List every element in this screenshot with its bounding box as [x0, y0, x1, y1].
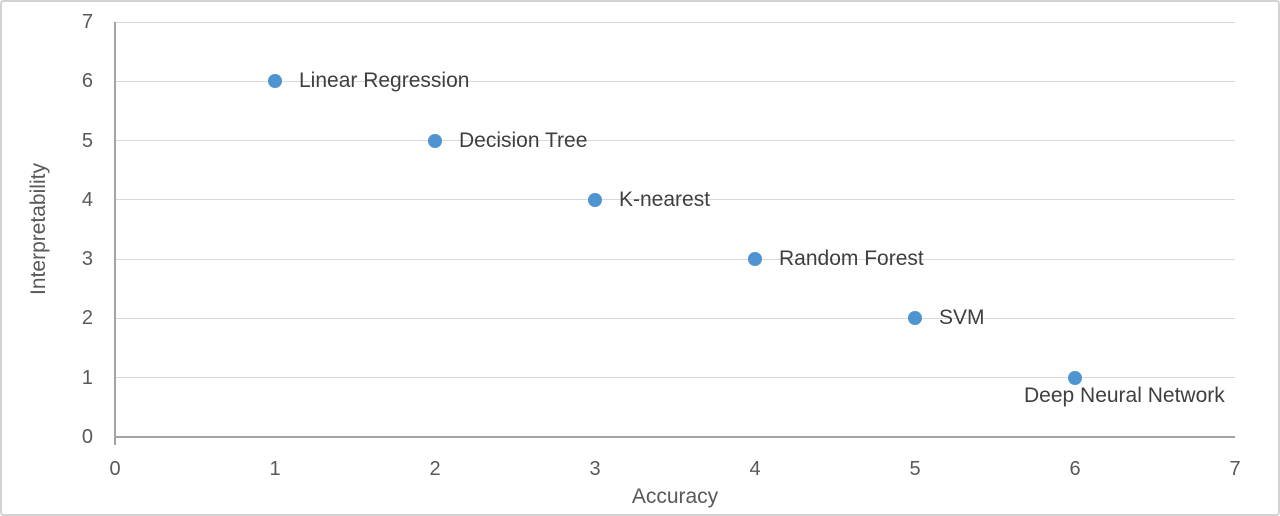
data-point-marker	[428, 133, 442, 148]
data-point-label: K-nearest	[619, 187, 711, 211]
data-point-marker	[588, 192, 602, 207]
x-tick-label: 0	[109, 458, 121, 480]
x-tick-label: 5	[909, 458, 921, 480]
data-point-marker	[1068, 370, 1082, 385]
grid-line	[115, 258, 1235, 260]
data-point-marker	[748, 252, 762, 267]
y-tick-label: 3	[81, 248, 93, 271]
y-tick-label: 2	[81, 307, 93, 330]
data-point-label: Deep Neural Network	[1024, 383, 1225, 407]
y-tick-label: 5	[81, 129, 93, 152]
data-point-marker	[268, 74, 282, 89]
data-point-label: Linear Regression	[299, 69, 470, 93]
x-tick-label: 3	[589, 458, 601, 480]
grid-line	[115, 377, 1235, 379]
y-tick-label: 4	[81, 188, 93, 211]
y-tick-label: 1	[81, 366, 93, 389]
data-point-label: SVM	[939, 306, 985, 330]
grid-line	[115, 80, 1235, 82]
x-tick-label: 6	[1069, 458, 1081, 480]
x-tick-label: 4	[749, 458, 761, 480]
grid-line	[115, 317, 1235, 319]
x-tick-label: 1	[269, 458, 281, 480]
data-point-label: Random Forest	[779, 247, 924, 271]
grid-line	[115, 21, 1235, 23]
x-tick-label: 2	[429, 458, 441, 480]
y-tick-label: 0	[81, 426, 93, 448]
x-tick-label: 7	[1229, 458, 1241, 480]
y-axis-line	[114, 22, 116, 445]
x-axis-line	[115, 436, 1235, 438]
y-tick-label: 6	[81, 70, 93, 93]
grid-line	[115, 140, 1235, 142]
data-point-label: Decision Tree	[459, 128, 588, 152]
grid-line	[115, 199, 1235, 201]
y-axis-title: Interpretability	[27, 162, 50, 295]
x-axis-title: Accuracy	[631, 485, 719, 508]
data-point-marker	[908, 311, 922, 326]
y-tick-label: 7	[81, 11, 93, 33]
